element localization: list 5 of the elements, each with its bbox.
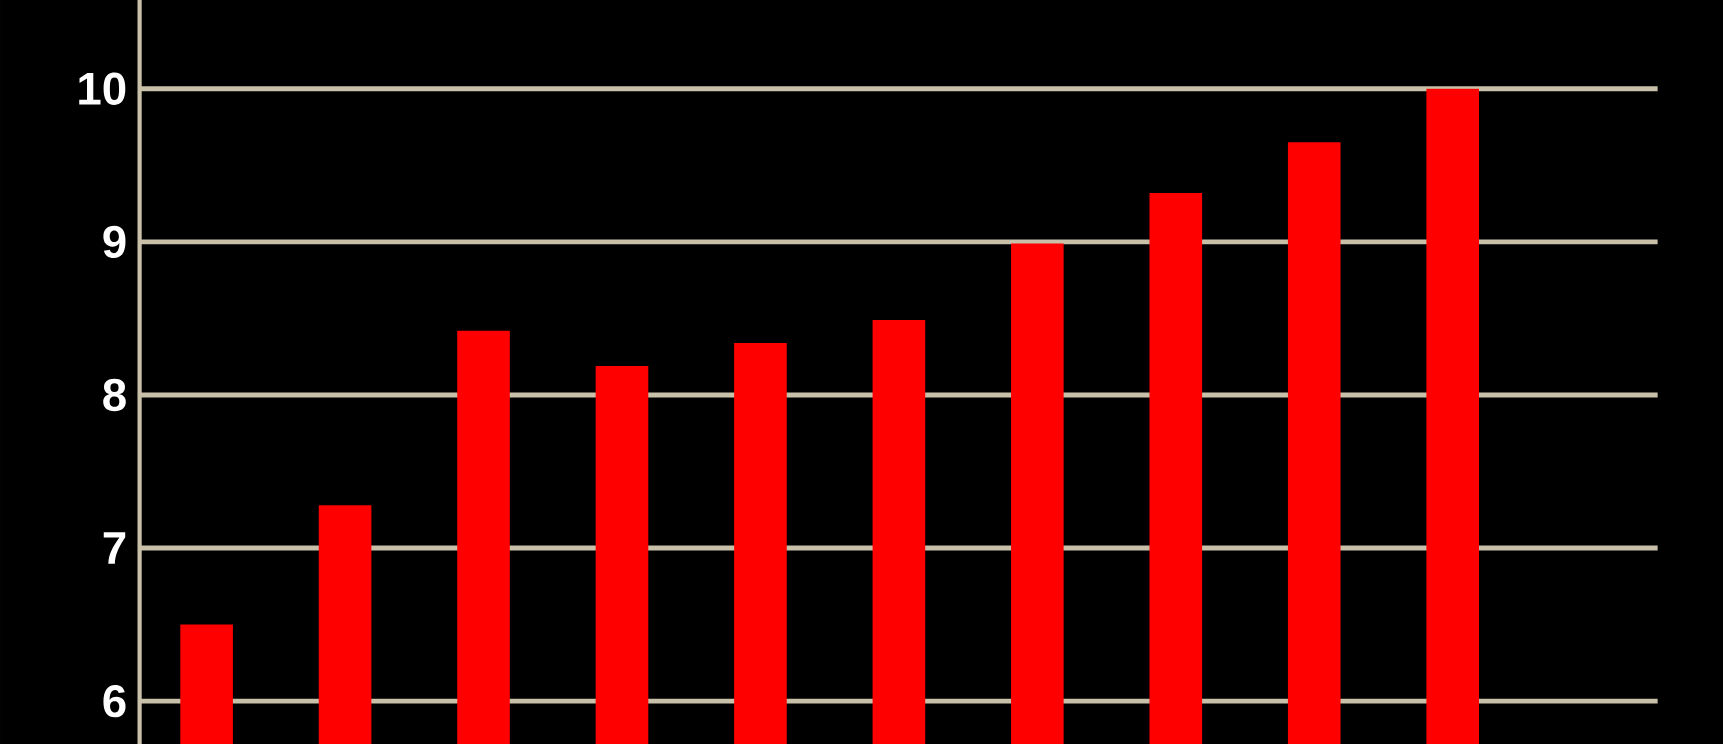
y-tick-label: 10: [79, 72, 126, 105]
y-tick-label: 8: [103, 378, 126, 412]
y-tick-label: 9: [103, 225, 126, 259]
y-tick-label: 7: [103, 532, 126, 564]
y-tick-label: 6: [103, 684, 126, 718]
